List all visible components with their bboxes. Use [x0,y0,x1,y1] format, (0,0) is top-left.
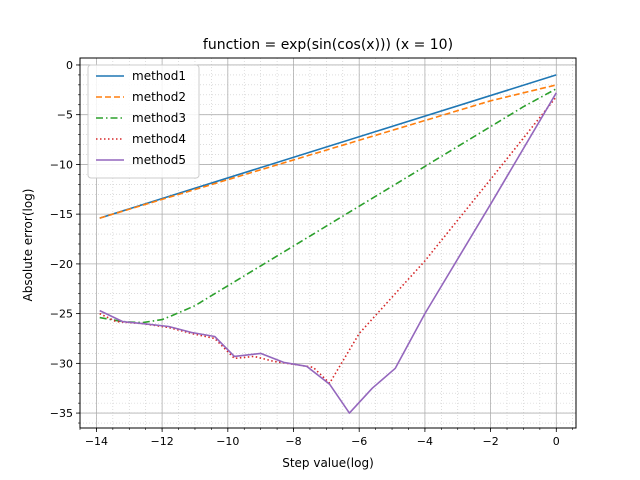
plot-frame [79,57,577,429]
x-tick-label: −2 [482,435,498,448]
x-axis-label: Step value(log) [282,456,374,470]
x-tick-label: −14 [85,435,108,448]
x-tick-label: −8 [285,435,301,448]
series-line-method4 [99,96,557,385]
y-tick-label: −5 [57,109,73,122]
series-line-method2 [99,84,557,219]
legend-label-method5: method5 [132,153,186,167]
ticks-layer: −14 −12 −10 −8 −6 −4 −2 00−5−10−15−20−25−30−35 [50,59,574,448]
legend-label-method4: method4 [132,132,186,146]
y-tick-label: −15 [50,208,73,221]
x-tick-label: 0 [553,435,560,448]
y-tick-label: −10 [50,158,73,171]
legend-box [87,64,200,179]
y-tick-label: −30 [50,357,73,370]
series-line-method1 [99,74,557,219]
legend-label-method1: method1 [132,69,186,83]
x-tick-label: −12 [151,435,174,448]
legend: method1 method2 method3 method4 method5 [87,64,200,179]
legend-label-method2: method2 [132,90,186,104]
x-tick-label: −4 [417,435,433,448]
y-tick-label: 0 [66,59,73,72]
y-tick-label: −35 [50,407,73,420]
series-line-method5 [99,92,557,414]
series-layer [99,74,557,414]
y-axis-label: Absolute error(log) [21,189,35,302]
series-line-method3 [99,88,557,324]
y-tick-label: −20 [50,258,73,271]
x-tick-label: −10 [216,435,239,448]
x-tick-label: −6 [351,435,367,448]
y-tick-label: −25 [50,308,73,321]
legend-label-method3: method3 [132,111,186,125]
chart-title: function = exp(sin(cos(x))) (x = 10) [203,37,453,53]
